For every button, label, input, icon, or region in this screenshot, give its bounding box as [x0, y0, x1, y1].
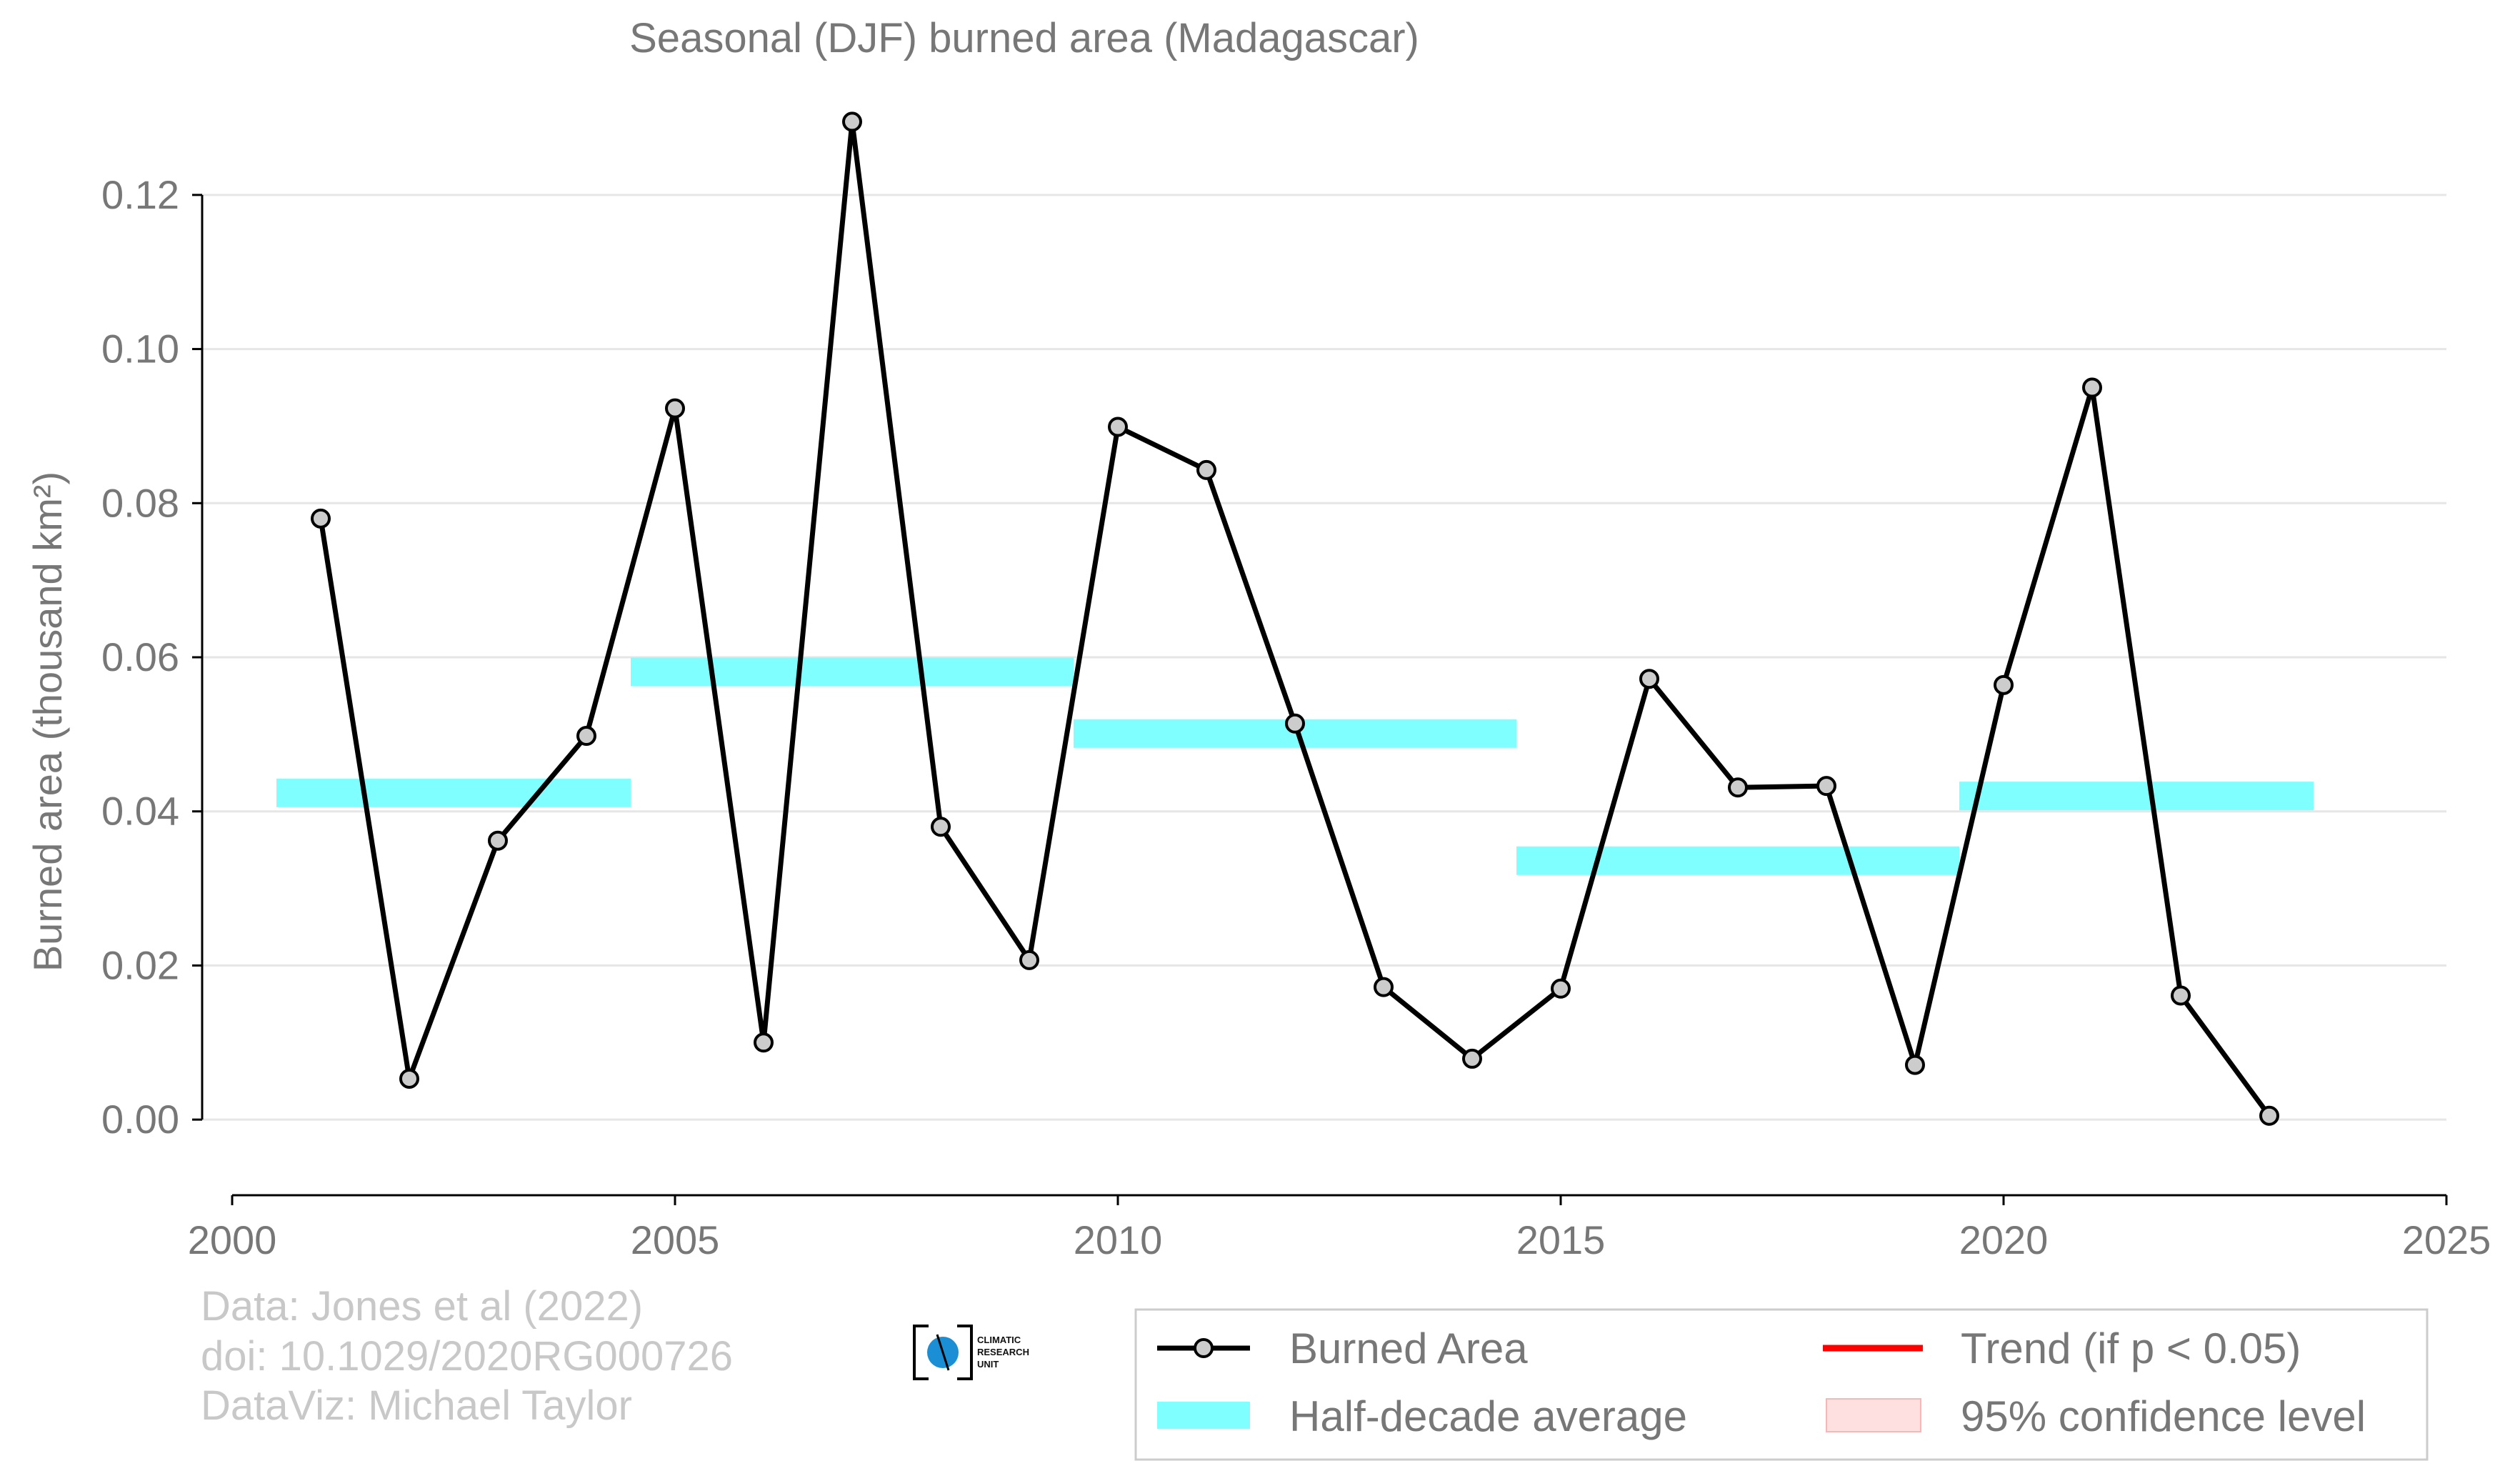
- credit-line-3: DataViz: Michael Taylor: [201, 1382, 632, 1429]
- x-tick-label: 2010: [1074, 1217, 1163, 1262]
- data-point: [1728, 777, 1748, 798]
- x-tick-label: 2025: [2402, 1217, 2491, 1262]
- grid: [202, 194, 2446, 1121]
- legend-frame: [1134, 1308, 2429, 1461]
- x-tick-label: 2020: [1959, 1217, 2049, 1262]
- axes: 0.00 0.02 0.04 0.06 0.08 0.10 0.12 2000 2005 2010…: [101, 172, 2491, 1262]
- logo-globe-stroke: [936, 1334, 950, 1371]
- data-point: [1374, 977, 1394, 997]
- half-decade-average-bar: [276, 778, 631, 807]
- data-point: [399, 1068, 419, 1089]
- data-point: [1994, 674, 2014, 695]
- data-point: [754, 1032, 774, 1053]
- chart-title: Seasonal (DJF) burned area (Madagascar): [629, 15, 1419, 61]
- data-point: [1551, 978, 1571, 999]
- legend-label-trend: Trend (if p < 0.05): [1961, 1325, 2301, 1372]
- legend: Burned Area Trend (if p < 0.05) Half-dec…: [1134, 1308, 2429, 1461]
- legend-label-half-decade-average: Half-decade average: [1289, 1392, 1687, 1440]
- credit-line-2: doi: 10.1029/2020RG000726: [201, 1333, 733, 1380]
- x-tick-label: 2015: [1516, 1217, 1606, 1262]
- legend-marker-burned-area: [1194, 1338, 1214, 1358]
- x-tick-label: 2000: [188, 1217, 277, 1262]
- cru-logo: CLIMATIC RESEARCH UNIT: [913, 1325, 1029, 1380]
- legend-symbol-confidence-level: [1826, 1398, 1921, 1432]
- y-tick-label: 0.12: [101, 172, 179, 217]
- data-point: [2259, 1105, 2279, 1126]
- data-point: [2082, 377, 2102, 398]
- y-tick-label: 0.00: [101, 1097, 179, 1142]
- data-point: [1462, 1048, 1482, 1069]
- data-point: [311, 508, 331, 529]
- credit-line-1: Data: Jones et al (2022): [201, 1283, 643, 1330]
- logo-bracket-left: [913, 1325, 929, 1380]
- logo-text-2: RESEARCH: [977, 1347, 1029, 1357]
- series-line: [318, 119, 2271, 1117]
- y-axis-label: Burned area (thousand km²): [25, 472, 70, 972]
- data-point: [931, 817, 951, 837]
- data-point: [488, 830, 508, 851]
- x-tick-label: 2005: [631, 1217, 720, 1262]
- logo-text-1: CLIMATIC: [977, 1335, 1021, 1345]
- y-tick-label: 0.10: [101, 326, 179, 372]
- data-point: [1639, 669, 1659, 689]
- data-point: [1905, 1054, 1925, 1075]
- legend-label-confidence-level: 95% confidence level: [1961, 1392, 2366, 1440]
- data-point: [576, 726, 596, 747]
- data-point: [2171, 985, 2191, 1006]
- series-burned-area: [311, 111, 2279, 1126]
- logo-bracket-right: [957, 1325, 973, 1380]
- half-decade-average-bar: [1516, 846, 1959, 875]
- y-tick-label: 0.02: [101, 942, 179, 987]
- data-point: [665, 398, 685, 419]
- half-decade-averages: [276, 657, 2314, 875]
- y-tick-label: 0.08: [101, 480, 179, 525]
- half-decade-average-bar: [1959, 782, 2314, 811]
- half-decade-average-bar: [631, 657, 1074, 687]
- data-point: [1108, 417, 1128, 437]
- credits: Data: Jones et al (2022) doi: 10.1029/20…: [201, 1283, 733, 1429]
- data-point: [842, 111, 862, 132]
- data-point: [1816, 776, 1836, 797]
- data-point: [1285, 713, 1305, 734]
- data-point: [1019, 949, 1039, 970]
- y-tick-label: 0.04: [101, 789, 179, 834]
- y-tick-label: 0.06: [101, 634, 179, 679]
- legend-symbol-half-decade-average: [1157, 1402, 1250, 1429]
- logo-text-3: UNIT: [977, 1359, 999, 1370]
- data-point: [1196, 459, 1216, 480]
- legend-label-burned-area: Burned Area: [1289, 1325, 1528, 1372]
